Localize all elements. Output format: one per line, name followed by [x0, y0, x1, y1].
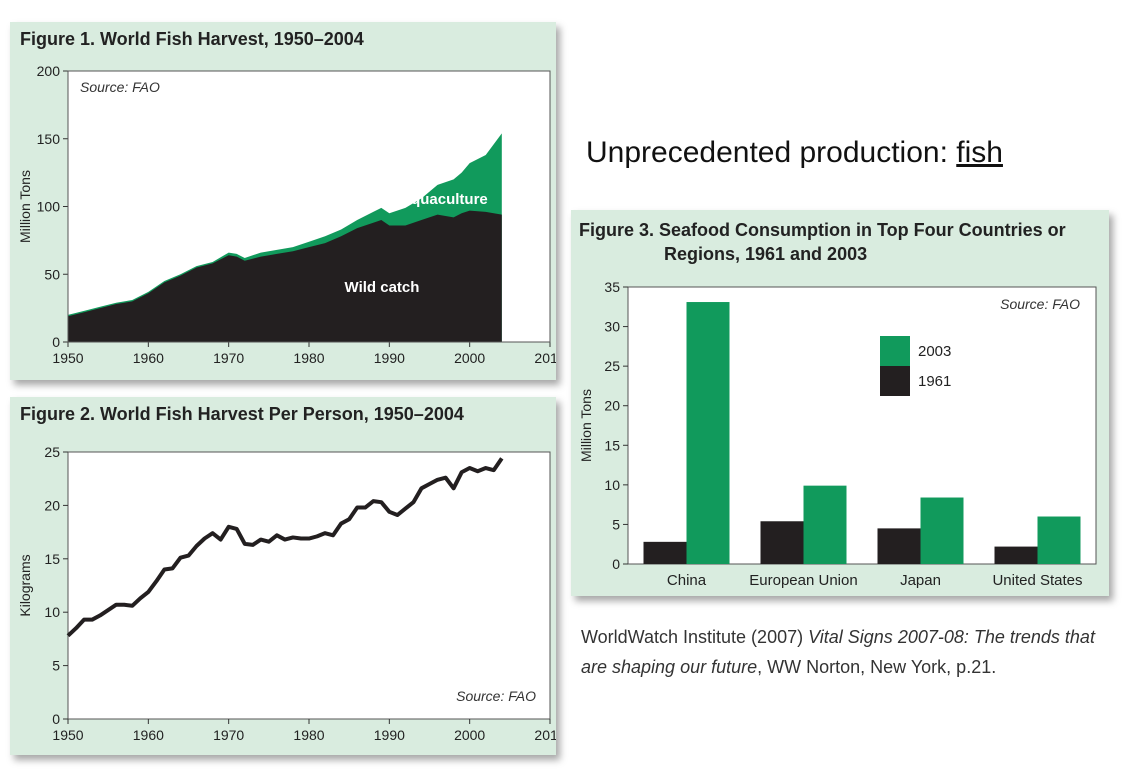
fig2-y-tick-label: 5: [52, 658, 60, 674]
figure-2-title: Figure 2. World Fish Harvest Per Person,…: [20, 404, 464, 424]
legend-label-2003: 2003: [918, 343, 951, 360]
legend-label-1961: 1961: [918, 373, 951, 390]
fig3-y-tick-label: 35: [604, 279, 620, 295]
fig2-plot-area: [67, 451, 551, 720]
fig3-category-label: European Union: [749, 572, 857, 589]
fig2-source-label: Source: FAO: [456, 688, 536, 704]
fig3-y-tick-label: 25: [604, 358, 620, 374]
fig1-x-tick-label: 1990: [374, 350, 405, 366]
bar-1961-united-states: [994, 546, 1038, 564]
fig3-y-tick-label: 5: [612, 516, 620, 532]
figure-1-panel: Figure 1. World Fish Harvest, 1950–2004 …: [10, 22, 556, 380]
figure-3-chart: 0 5 10 15 20 25 30 35 Million Tons China European …: [578, 279, 1097, 589]
fig1-x-tick-label: 2000: [454, 350, 485, 366]
fig1-source-label: Source: FAO: [80, 79, 160, 95]
citation-suffix: , WW Norton, New York, p.21.: [757, 657, 997, 677]
fig2-y-tick-label: 20: [44, 497, 60, 513]
legend-swatch-1961: [880, 366, 910, 396]
fig2-x-tick-label: 1970: [213, 727, 244, 743]
fig1-x-tick-label: 1950: [52, 350, 83, 366]
fig2-y-tick-label: 25: [44, 444, 60, 460]
citation-title: Vital Signs 2007-08: The trends that are…: [581, 627, 1095, 677]
wild-catch-label: Wild catch: [345, 279, 420, 296]
fig1-x-tick-label: 1960: [133, 350, 164, 366]
fig3-y-tick-label: 15: [604, 437, 620, 453]
slide-heading: Unprecedented production: fish: [586, 136, 1003, 170]
fig2-x-tick-label: 2010: [534, 727, 556, 743]
citation: WorldWatch Institute (2007) Vital Signs …: [581, 622, 1121, 682]
bar-2003-china: [686, 302, 730, 564]
aquaculture-label: Aquaculture: [400, 191, 488, 208]
fig1-y-tick-label: 100: [37, 199, 61, 215]
fig3-category-label: United States: [992, 572, 1082, 589]
fig3-y-tick-label: 20: [604, 398, 620, 414]
bar-1961-european-union: [760, 521, 804, 564]
fig3-category-label: China: [667, 572, 707, 589]
bar-2003-japan: [920, 497, 964, 564]
fig3-source-label: Source: FAO: [1000, 296, 1080, 312]
fig1-y-tick-label: 150: [37, 131, 61, 147]
legend-swatch-2003: [880, 336, 910, 366]
citation-prefix: WorldWatch Institute (2007): [581, 627, 809, 647]
fig3-y-axis-label: Million Tons: [578, 389, 594, 462]
figure-3-title-line2: Regions, 1961 and 2003: [664, 244, 868, 264]
heading-link[interactable]: fish: [956, 136, 1003, 169]
wild-catch-area: [68, 210, 502, 342]
heading-text: Unprecedented production:: [586, 136, 957, 169]
bar-1961-china: [643, 541, 687, 564]
fig2-x-tick-label: 1960: [133, 727, 164, 743]
fig3-y-tick-label: 30: [604, 319, 620, 335]
fig1-x-tick-label: 1970: [213, 350, 244, 366]
fig1-y-tick-label: 50: [44, 266, 60, 282]
per-person-line: [66, 457, 504, 638]
fig2-y-tick-label: 15: [44, 551, 60, 567]
bar-2003-european-union: [803, 485, 847, 564]
figure-1-title: Figure 1. World Fish Harvest, 1950–2004: [20, 29, 364, 49]
fig1-plot-area: [67, 70, 551, 343]
fig3-y-tick-label: 0: [612, 556, 620, 572]
fig1-y-tick-label: 200: [37, 63, 61, 79]
figure-3-title: Figure 3. Seafood Consumption in Top Fou…: [579, 220, 1066, 240]
figure-2-chart: 0 5 10 15 20 25 1950 1960 1970 1980 1990 2000 2010 Ki…: [17, 444, 556, 743]
fig2-x-tick-label: 1950: [52, 727, 83, 743]
fig2-x-tick-label: 1980: [293, 727, 324, 743]
fig3-y-tick-label: 10: [604, 477, 620, 493]
fig3-category-label: Japan: [900, 572, 941, 589]
fig2-y-tick-label: 10: [44, 604, 60, 620]
figure-3-panel: Figure 3. Seafood Consumption in Top Fou…: [571, 210, 1109, 596]
fig1-x-tick-label: 1980: [293, 350, 324, 366]
figure-1-chart: 0 50 100 150 200 1950 1960 1970 1980 1990 2000 2010…: [17, 63, 556, 366]
fig1-y-axis-label: Million Tons: [17, 170, 33, 243]
fig2-x-tick-label: 1990: [374, 727, 405, 743]
bar-2003-united-states: [1037, 516, 1081, 564]
fig1-x-tick-label: 2010: [534, 350, 556, 366]
fig2-x-tick-label: 2000: [454, 727, 485, 743]
bar-1961-japan: [877, 528, 921, 564]
fig2-y-tick-label: 0: [52, 711, 60, 727]
fig1-y-tick-label: 0: [52, 334, 60, 350]
figure-2-panel: Figure 2. World Fish Harvest Per Person,…: [10, 397, 556, 755]
fig2-y-axis-label: Kilograms: [17, 554, 33, 616]
